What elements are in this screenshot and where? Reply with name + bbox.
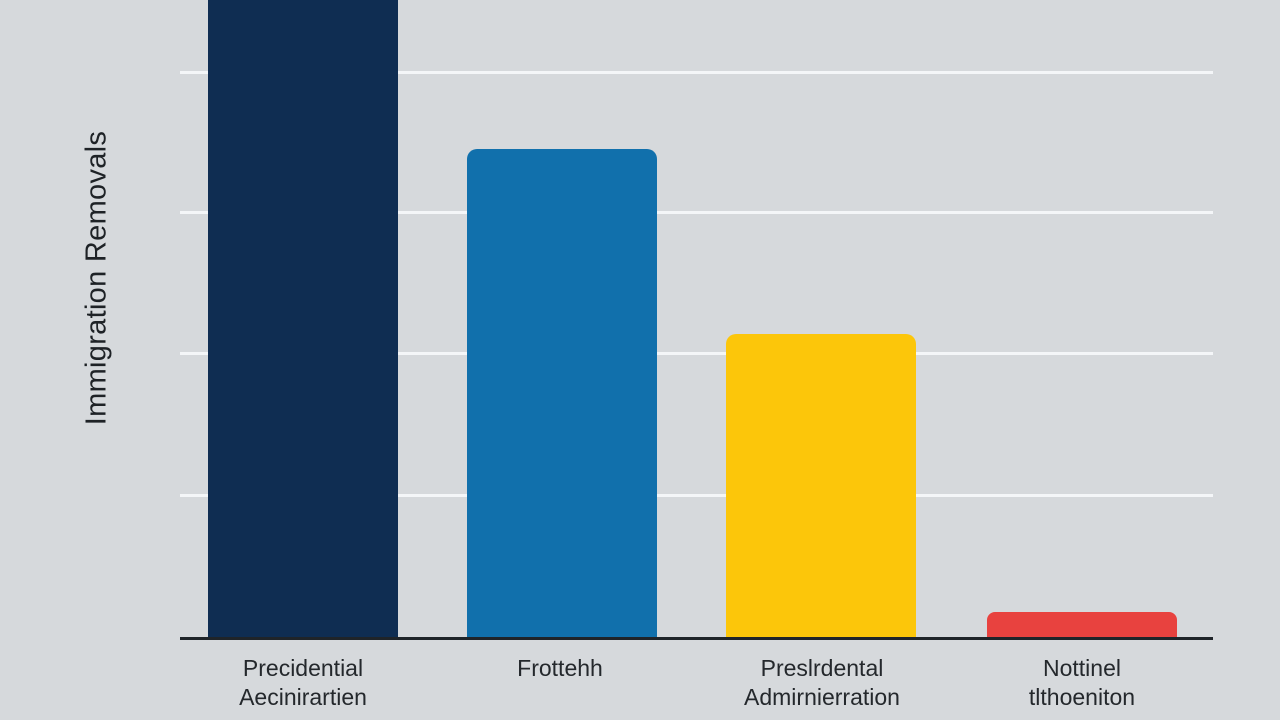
x-tick-label-1-line2: Aecinirartien <box>239 684 367 710</box>
x-tick-label-3-line2: Admirnierration <box>744 684 900 710</box>
x-tick-label-4-line2: tlthoeniton <box>1028 684 1136 710</box>
x-axis-line <box>180 637 1213 640</box>
bar-preslrdental-admirnierration <box>726 334 916 638</box>
x-tick-label-4-line1: Nottinel <box>1043 655 1121 681</box>
x-tick-label-2-line1: Frottehh <box>517 655 603 681</box>
gridline-3 <box>180 211 1213 214</box>
x-tick-label-3-line1: Preslrdental <box>760 655 884 681</box>
bar-precidential-aecinirartien <box>208 0 398 638</box>
gridline-1 <box>180 494 1213 497</box>
x-tick-label-1: Precidential Aecinirartien <box>183 654 423 712</box>
bar-nottinel-tlthoeniton <box>987 612 1177 638</box>
x-tick-label-1-line1: Precidential <box>242 655 364 681</box>
x-tick-label-3: Preslrdental Admirnierration <box>702 654 942 712</box>
y-axis-label: Immigration Removals <box>80 130 113 426</box>
gridline-4 <box>180 71 1213 74</box>
bar-frottehh <box>467 149 657 638</box>
x-tick-label-2: Frottehh <box>440 654 680 683</box>
gridline-2 <box>180 352 1213 355</box>
x-tick-label-4: Nottinel tlthoeniton <box>962 654 1202 712</box>
